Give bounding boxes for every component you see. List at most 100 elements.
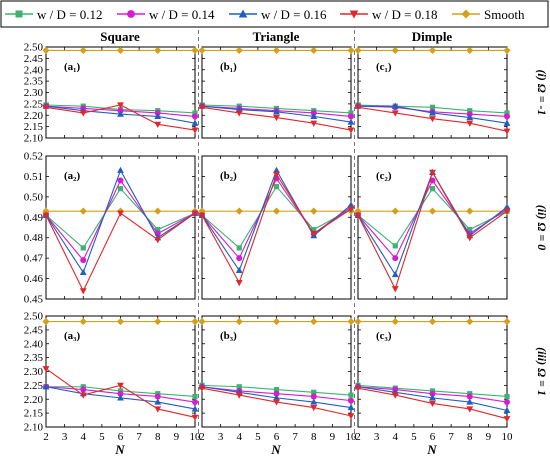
series-point-4-3 <box>310 207 318 215</box>
series-point-0-2 <box>429 104 436 110</box>
series-point-2-2 <box>117 394 124 401</box>
series-point-3-0 <box>198 212 206 219</box>
y-tick-label: 2.10 <box>24 133 44 145</box>
series-point-0-4 <box>348 392 354 398</box>
series-point-4-2 <box>428 46 437 55</box>
series-point-4-3 <box>154 207 162 215</box>
legend-label-3: w / D = 0.18 <box>372 7 437 22</box>
series-point-1-2 <box>429 390 436 397</box>
series-point-4-1 <box>79 46 87 55</box>
series-line-1 <box>201 177 352 260</box>
series-point-0-3 <box>311 226 317 233</box>
series-point-4-1 <box>235 317 243 326</box>
series-point-4-0 <box>354 317 362 326</box>
y-tick-label: 2.50 <box>24 42 44 54</box>
series-point-3-3 <box>154 237 162 244</box>
series-point-2-2 <box>117 166 124 173</box>
series-point-4-3 <box>466 317 474 326</box>
y-tick-label: 0.49 <box>24 212 44 224</box>
series-line-1 <box>45 179 196 262</box>
series-point-4-1 <box>79 317 87 326</box>
series-line-2 <box>45 168 196 274</box>
x-tick-label: 3 <box>374 431 380 443</box>
x-tick-label: 2 <box>355 431 361 443</box>
series-point-1-2 <box>117 177 124 184</box>
row-labels: (i) Ω = -1 (ii) Ω = 0 (iii) Ω = 1 <box>535 69 549 395</box>
series-point-0-1 <box>392 243 398 249</box>
panel-label: (c₁) <box>376 61 392 73</box>
series-point-1-1 <box>392 255 399 262</box>
series-point-4-1 <box>391 46 399 55</box>
x-tick-label: 5 <box>255 431 261 443</box>
y-tick-label: 2.10 <box>24 422 44 434</box>
series-point-2-4 <box>503 119 511 126</box>
y-tick-label: 2.40 <box>24 338 44 350</box>
x-tick-label: 3 <box>218 431 224 443</box>
series-point-3-4 <box>503 128 511 135</box>
x-axis-label-2: N <box>426 442 437 457</box>
series-point-4-4 <box>503 46 511 55</box>
series-point-2-3 <box>154 112 162 119</box>
series-point-2-3 <box>154 398 162 405</box>
x-tick-label: 9 <box>330 431 336 443</box>
y-tick-label: 0.47 <box>24 253 44 265</box>
series-point-4-2 <box>272 46 281 55</box>
y-tick-label: 0.50 <box>24 191 44 203</box>
series-point-3-3 <box>466 235 474 242</box>
series-point-4-0 <box>198 46 206 55</box>
series-point-2-1 <box>79 268 87 276</box>
series-line-0 <box>45 187 196 249</box>
series-point-1-1 <box>80 257 87 264</box>
series-point-0-1 <box>236 384 242 390</box>
series-point-3-4 <box>191 414 199 421</box>
panel-label: (a₃) <box>64 330 80 342</box>
series-point-3-1 <box>79 110 87 117</box>
series-point-0-4 <box>192 393 198 400</box>
series-line-3 <box>201 173 352 285</box>
series-point-3-3 <box>466 120 474 127</box>
series-point-0-4 <box>348 110 354 116</box>
series-point-0-2 <box>273 184 280 190</box>
series-point-2-4 <box>503 203 511 210</box>
x-tick-label: 10 <box>346 431 358 443</box>
x-tick-label: 4 <box>393 431 399 443</box>
series-point-3-1 <box>391 110 399 117</box>
column-title-2: Dimple <box>412 29 453 44</box>
y-tick-label: 0.46 <box>24 273 44 285</box>
panel-8: 2 3 4 5 6 7 8 9 10(c₃) <box>354 315 514 443</box>
x-tick-label: 4 <box>81 431 87 443</box>
series-point-3-2 <box>117 210 124 217</box>
x-tick-label: 2 <box>43 431 49 443</box>
legend-marker-2 <box>238 9 248 18</box>
series-point-3-1 <box>391 286 399 293</box>
x-axis-label-0: N <box>114 442 125 457</box>
series-point-4-1 <box>391 317 399 326</box>
series-point-2-1 <box>391 270 399 278</box>
panel-label: (b₂) <box>220 170 237 182</box>
column-title-1: Triangle <box>253 29 300 44</box>
series-point-0-1 <box>80 245 86 251</box>
series-point-0-4 <box>192 110 198 116</box>
y-tick-label: 0.51 <box>24 171 43 183</box>
series-point-4-0 <box>42 317 50 326</box>
series-point-0-3 <box>311 389 317 395</box>
series-point-3-4 <box>191 127 199 134</box>
x-tick-label: 7 <box>448 431 454 443</box>
x-tick-label: 8 <box>467 431 473 443</box>
row-label-1: (ii) Ω = 0 <box>535 205 549 250</box>
y-tick-label: 0.52 <box>24 151 43 163</box>
series-line-0 <box>357 187 508 247</box>
series-point-3-2 <box>429 169 436 176</box>
series-point-3-4 <box>347 127 355 134</box>
x-tick-label: 9 <box>486 431 492 443</box>
legend-label-4: Smooth <box>484 7 525 22</box>
x-tick-label: 7 <box>136 431 142 443</box>
x-tick-label: 10 <box>502 431 514 443</box>
panel-6: 2.10 2.15 2.20 2.25 2.30 2.35 2.40 2.452.50 2 3 4 5… <box>24 311 201 444</box>
series-point-3-3 <box>154 406 162 413</box>
series-point-3-3 <box>466 406 474 413</box>
series-point-0-2 <box>429 186 436 192</box>
series-point-3-2 <box>117 102 124 109</box>
series-point-3-4 <box>503 208 511 215</box>
x-tick-label: 5 <box>99 431 105 443</box>
